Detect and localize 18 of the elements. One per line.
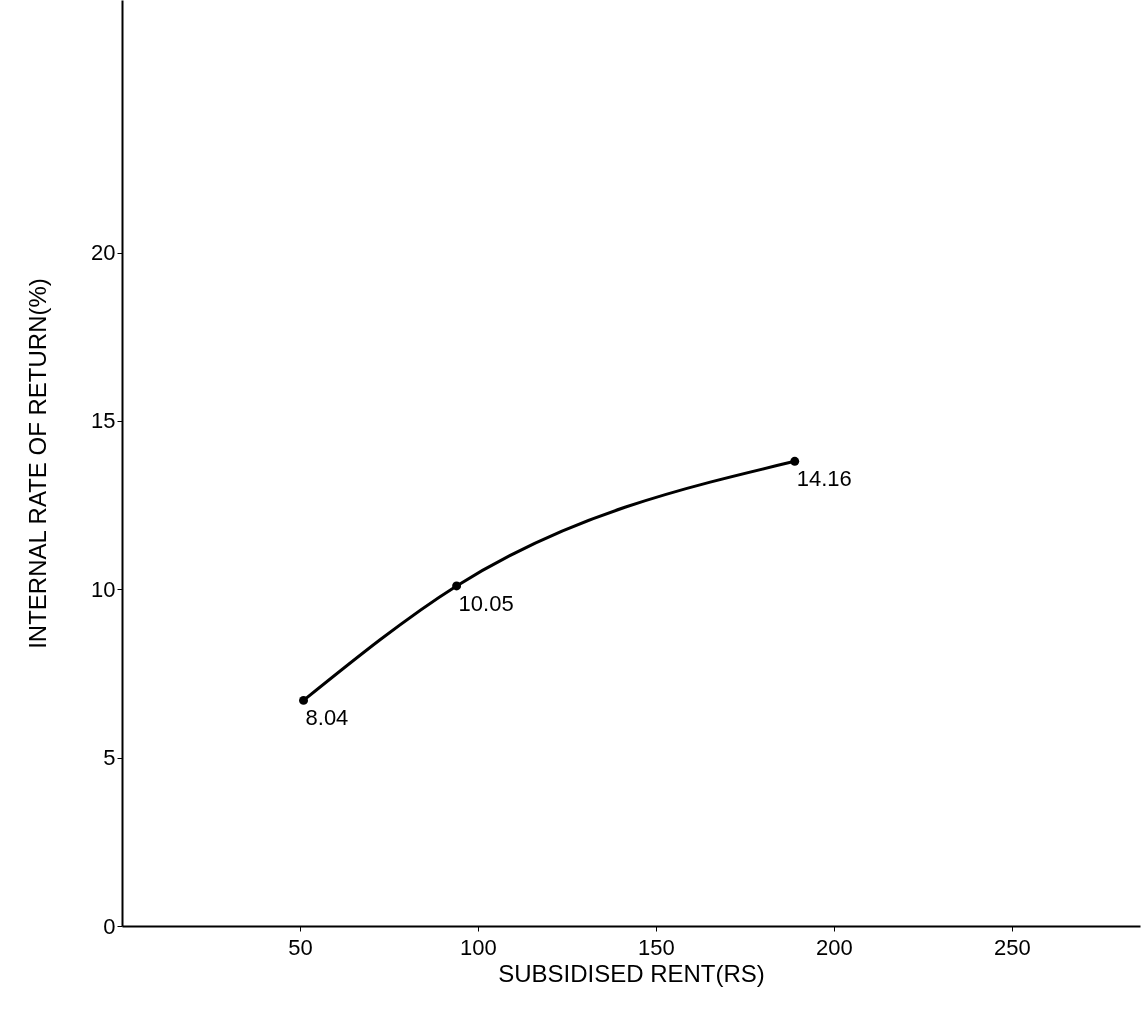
y-tick-label: 5 — [103, 745, 116, 771]
point — [790, 456, 800, 466]
x-tick-label: 150 — [638, 934, 675, 960]
y-tick-label: 10 — [91, 576, 116, 602]
y-tick-label: 0 — [103, 913, 116, 939]
x-tick-label: 250 — [994, 934, 1031, 960]
x-tick-label: 200 — [816, 934, 853, 960]
y-tick-label: 20 — [91, 240, 116, 266]
y-axis-title: INTERNAL RATE OF RETURN(%) — [24, 278, 52, 649]
point — [299, 695, 308, 705]
y-tick-label: 15 — [91, 408, 116, 434]
x-axis-title: SUBSIDISED RENT(RS) — [498, 959, 765, 987]
x-tick-label: 100 — [460, 934, 497, 960]
point — [452, 581, 462, 591]
annotation: 8.04 — [305, 705, 349, 731]
x-tick-label: 50 — [288, 934, 313, 960]
annotation: 10.05 — [458, 590, 514, 616]
annotation: 14.16 — [796, 466, 852, 492]
